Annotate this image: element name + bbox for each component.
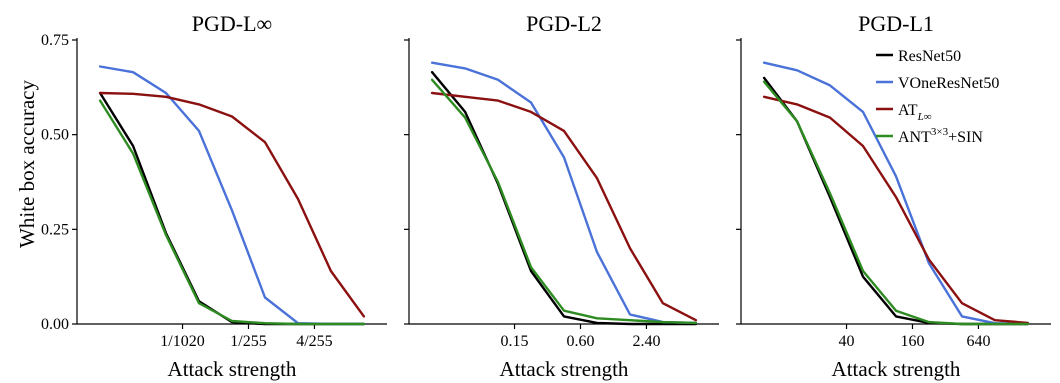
x-tick-label: 40 xyxy=(839,333,855,350)
x-tick-label: 1/1020 xyxy=(160,333,204,350)
series-line-resnet50 xyxy=(762,76,1030,326)
series-line-at-linf xyxy=(98,91,366,318)
x-tick-label: 640 xyxy=(966,333,990,350)
legend-item-ant3x3-sin: ANT3×3+SIN xyxy=(876,126,983,146)
legend-item-atlinf: ATL∞ xyxy=(876,102,932,123)
series-line-at-linf xyxy=(762,95,1030,325)
series-line-voneresnet50 xyxy=(762,61,1030,326)
series-line-at-linf xyxy=(430,91,698,322)
x-tick-label: 0.60 xyxy=(566,333,594,350)
series-line-voneresnet50 xyxy=(430,61,698,325)
panel-pgd-linf: PGD-L∞ 0.00 0.25 0.50 0.75 1/1020 1/255 4/255 At… xyxy=(41,11,387,381)
x-tick-label: 0.15 xyxy=(501,333,529,350)
panel-pgd-l1: PGD-L1 40 160 640 Attack strength xyxy=(736,11,1051,381)
series-line-ant-3x3-sin xyxy=(762,80,1030,326)
series-line-resnet50 xyxy=(430,70,698,326)
legend-item-voneresnet50: VOneResNet50 xyxy=(876,75,999,92)
y-axis-label: White box accuracy xyxy=(15,80,39,248)
panel-title: PGD-L∞ xyxy=(192,11,272,36)
panel-title: PGD-L1 xyxy=(858,11,934,36)
legend-label: ResNet50 xyxy=(898,48,961,65)
x-tick-label: 2.40 xyxy=(632,333,660,350)
y-tick-label: 0.50 xyxy=(41,127,69,144)
y-tick-label: 0.25 xyxy=(41,221,69,238)
panels: PGD-L∞ 0.00 0.25 0.50 0.75 1/1020 1/255 4/255 At… xyxy=(41,11,1051,381)
series-line-ant-3x3-sin xyxy=(98,99,366,326)
series-line-voneresnet50 xyxy=(98,65,366,326)
x-axis-label: Attack strength xyxy=(500,357,629,381)
panel-title: PGD-L2 xyxy=(526,11,602,36)
x-tick-label: 1/255 xyxy=(230,333,266,350)
legend-item-resnet50: ResNet50 xyxy=(876,48,961,65)
y-tick-label: 0.75 xyxy=(41,32,69,49)
x-axis-label: Attack strength xyxy=(832,357,961,381)
legend: ResNet50 VOneResNet50 ATL∞ ANT3×3+SIN xyxy=(876,48,999,146)
legend-label: VOneResNet50 xyxy=(898,75,999,92)
legend-label: ATL∞ xyxy=(898,102,932,123)
series-line-ant-3x3-sin xyxy=(430,78,698,325)
x-axis-label: Attack strength xyxy=(168,357,297,381)
x-tick-label: 4/255 xyxy=(296,333,332,350)
legend-label: ANT3×3+SIN xyxy=(898,126,983,146)
x-tick-label: 160 xyxy=(900,333,924,350)
y-tick-label: 0.00 xyxy=(41,316,69,333)
